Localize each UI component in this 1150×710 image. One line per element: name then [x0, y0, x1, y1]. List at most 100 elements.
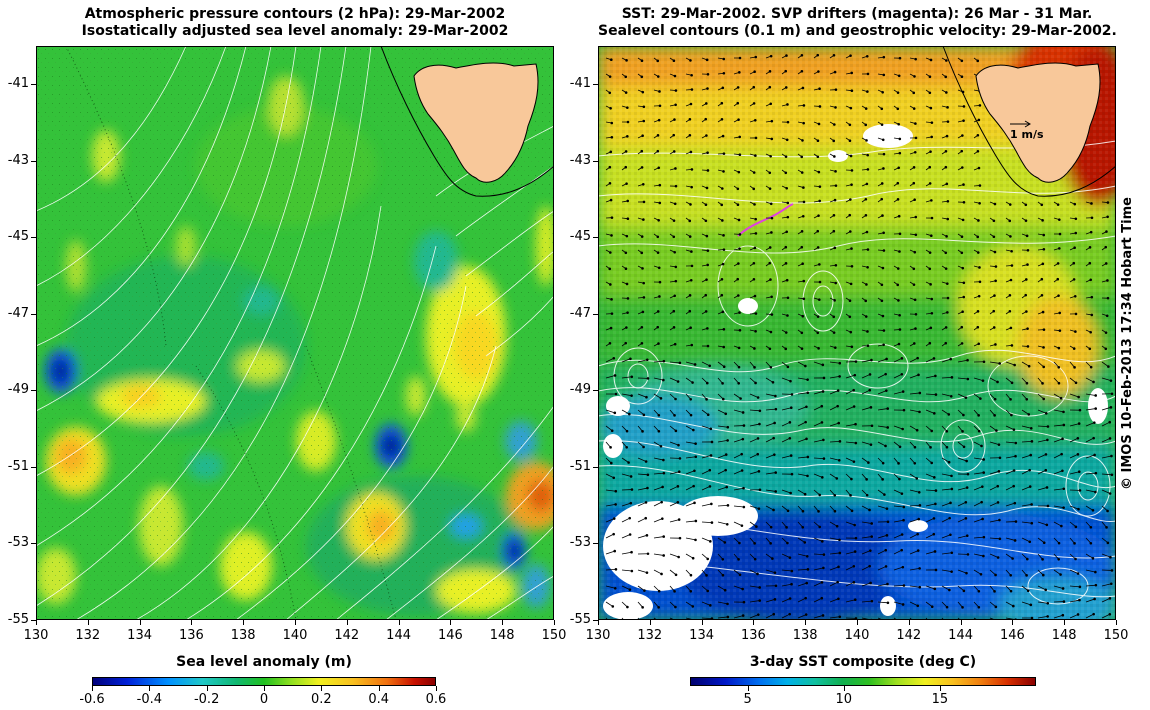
velocity-arrow-head	[737, 346, 741, 350]
velocity-arrow-head	[896, 283, 900, 287]
velocity-arrow-head	[997, 470, 1001, 473]
velocity-arrow-head	[674, 605, 677, 609]
sst-map: 1 m/s	[598, 46, 1116, 620]
velocity-arrow-head	[705, 134, 708, 137]
velocity-arrow-head	[928, 182, 932, 185]
velocity-arrow	[781, 421, 791, 427]
velocity-arrow-head	[742, 505, 746, 509]
velocity-arrow	[877, 489, 885, 495]
velocity-arrow	[685, 441, 696, 445]
velocity-arrow	[1037, 487, 1048, 491]
velocity-arrow-head	[674, 429, 678, 433]
velocity-arrow-head	[737, 294, 740, 297]
right-panel-title: SST: 29-Mar-2002. SVP drifters (magenta)…	[598, 6, 1117, 40]
velocity-arrow-head	[626, 120, 630, 124]
velocity-arrow	[973, 393, 981, 399]
velocity-arrow	[1085, 584, 1096, 587]
velocity-arrow	[605, 409, 615, 414]
velocity-arrow-head	[753, 70, 756, 74]
velocity-arrow-head	[929, 234, 933, 237]
velocity-arrow-head	[705, 574, 708, 577]
velocity-arrow-head	[918, 567, 921, 570]
velocity-arrow-head	[897, 299, 900, 302]
velocity-arrow-head	[721, 310, 725, 314]
velocity-arrow-head	[898, 328, 902, 331]
velocity-arrow	[1069, 569, 1079, 574]
velocity-arrow-head	[656, 75, 660, 78]
velocity-arrow-head	[757, 507, 761, 510]
velocity-arrow-head	[928, 267, 932, 271]
velocity-arrow-head	[769, 525, 773, 529]
velocity-arrow-head	[1077, 422, 1081, 425]
velocity-arrow-head	[1012, 484, 1016, 488]
velocity-arrow	[877, 601, 888, 604]
velocity-arrow-head	[902, 505, 906, 509]
velocity-arrow-head	[609, 58, 613, 62]
velocity-arrow-head	[837, 597, 840, 601]
velocity-arrow	[813, 391, 824, 395]
velocity-arrow-head	[689, 573, 693, 577]
sst-colorbar	[690, 677, 1036, 686]
x-tick-label: 130	[585, 628, 611, 643]
velocity-arrow	[877, 390, 887, 395]
y-tick-label: -51	[569, 458, 591, 474]
velocity-arrow-head	[864, 299, 868, 303]
velocity-arrow-head	[705, 186, 709, 190]
velocity-arrow-head	[737, 118, 740, 121]
velocity-arrow-head	[630, 375, 634, 379]
velocity-arrow-head	[977, 589, 981, 593]
velocity-arrow-head	[790, 393, 794, 396]
velocity-arrow-head	[1057, 381, 1061, 385]
velocity-arrow	[685, 470, 695, 475]
velocity-arrow-head	[709, 454, 713, 457]
velocity-arrow	[1037, 537, 1045, 544]
velocity-arrow-head	[833, 299, 836, 302]
velocity-arrow-head	[852, 388, 856, 392]
velocity-arrow	[925, 518, 935, 523]
velocity-arrow-head	[625, 59, 628, 62]
velocity-arrow-head	[886, 426, 890, 429]
velocity-arrow-head	[881, 478, 884, 481]
velocity-arrow-head	[785, 230, 789, 234]
velocity-arrow-head	[806, 378, 809, 381]
velocity-arrow	[669, 519, 680, 523]
velocity-arrow-head	[818, 493, 822, 497]
velocity-arrow-head	[753, 366, 756, 369]
velocity-arrow	[893, 425, 903, 430]
velocity-arrow-head	[976, 133, 980, 137]
velocity-arrow	[669, 441, 679, 446]
velocity-arrow-head	[1030, 503, 1033, 506]
velocity-arrow-head	[880, 123, 884, 126]
velocity-arrow-head	[816, 155, 820, 159]
velocity-arrow	[877, 358, 887, 363]
velocity-arrow	[621, 502, 631, 507]
velocity-arrow-head	[914, 57, 917, 61]
velocity-arrow-head	[918, 585, 922, 589]
velocity-arrow	[621, 457, 629, 463]
velocity-arrow-head	[982, 458, 985, 461]
velocity-arrow	[909, 601, 918, 607]
velocity-arrow-head	[689, 203, 692, 206]
velocity-arrow-head	[624, 75, 628, 79]
velocity-arrow	[1069, 393, 1079, 398]
velocity-arrow	[605, 518, 615, 523]
velocity-arrow-head	[802, 279, 806, 283]
velocity-arrow-head	[1078, 585, 1082, 589]
velocity-arrow-head	[690, 73, 693, 77]
y-tick-label: -47	[569, 305, 591, 321]
velocity-arrow-head	[709, 427, 713, 431]
velocity-arrow-head	[614, 568, 618, 571]
velocity-arrow-head	[642, 200, 646, 204]
velocity-arrow-head	[1078, 408, 1082, 412]
y-tick-mark	[31, 237, 36, 239]
velocity-arrow-head	[800, 245, 804, 249]
velocity-arrow-head	[832, 54, 836, 57]
velocity-arrow-head	[802, 186, 805, 189]
velocity-arrow	[637, 585, 645, 591]
velocity-arrow-head	[866, 168, 870, 171]
velocity-arrow	[877, 549, 886, 555]
velocity-arrow-head	[1104, 331, 1108, 334]
velocity-arrow-head	[1042, 397, 1046, 401]
velocity-arrow	[1101, 473, 1112, 476]
velocity-arrow-head	[1109, 555, 1112, 559]
